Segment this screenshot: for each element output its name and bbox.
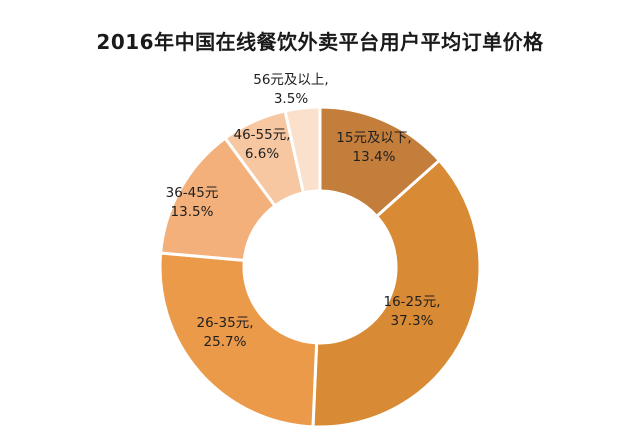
slice-value-label: 13.5% [171,204,214,220]
slice-category-label: 16-25元, [383,294,440,310]
donut-labels: 15元及以下, 13.4% 16-25元, 37.3% 26-35元, 25.7% 36-4… [166,72,441,350]
slice-value-label: 37.3% [391,313,434,329]
slice-value-label: 13.4% [353,149,396,165]
slice-category-label: 36-45元 [166,185,219,201]
slice-value-label: 25.7% [204,334,247,350]
slice-category-label: 46-55元, [233,127,290,143]
donut-slice-3 [158,251,319,429]
chart-title: 2016年中国在线餐饮外卖平台用户平均订单价格 [96,30,544,54]
slice-category-label: 15元及以下, [336,130,411,146]
slice-category-label: 26-35元, [196,315,253,331]
slice-value-label: 3.5% [274,91,308,107]
donut-slice-6 [283,105,322,195]
slice-value-label: 6.6% [245,146,279,162]
donut-slice-2 [311,158,482,429]
donut-slices [158,105,482,429]
slice-category-label: 56元及以上, [253,72,328,88]
